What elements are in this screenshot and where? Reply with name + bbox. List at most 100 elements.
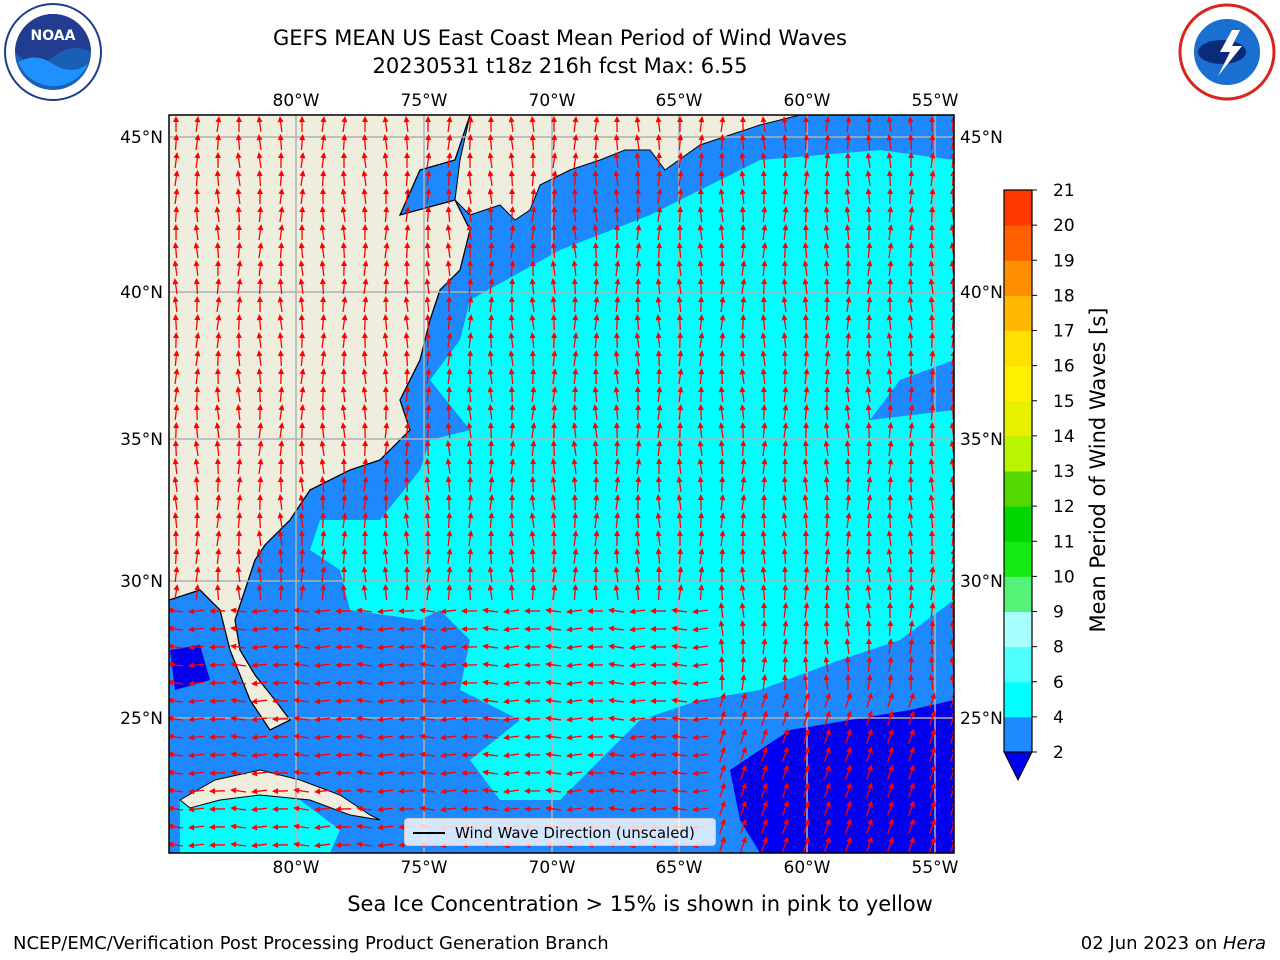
wave-direction-arrow (356, 697, 373, 704)
wave-direction-arrow (803, 548, 810, 565)
wave-direction-arrow (335, 716, 352, 723)
wave-direction-arrow (566, 770, 583, 777)
wave-direction-arrow (398, 626, 415, 633)
wave-direction-arrow (865, 404, 872, 421)
wave-direction-arrow (760, 332, 767, 349)
wave-direction-arrow (608, 715, 625, 722)
wave-direction-arrow (277, 476, 284, 493)
wave-direction-arrow (739, 116, 746, 133)
colorbar-segment (1004, 330, 1032, 367)
wave-direction-arrow (845, 332, 852, 349)
wave-direction-arrow (929, 764, 936, 780)
wave-direction-arrow (503, 662, 520, 669)
wave-direction-arrow (698, 350, 705, 367)
wave-direction-arrow (278, 584, 285, 601)
wave-direction-arrow (692, 770, 709, 777)
wave-direction-arrow (341, 314, 348, 331)
wave-direction-arrow (487, 386, 494, 403)
cuba-landmass (179, 769, 381, 821)
wave-direction-arrow (865, 206, 872, 223)
wave-direction-arrow (482, 715, 499, 722)
wave-direction-arrow (803, 584, 810, 601)
wave-direction-arrow (293, 823, 310, 830)
wave-direction-arrow (550, 314, 557, 331)
wave-direction-arrow (209, 824, 226, 831)
wave-direction-arrow (761, 836, 768, 852)
wave-direction-arrow (488, 440, 495, 457)
wave-direction-arrow (425, 188, 432, 205)
wave-direction-arrow (929, 620, 936, 637)
wave-direction-arrow (572, 134, 579, 151)
wave-direction-arrow (671, 679, 688, 686)
plot-subtitle: 20230531 t18z 216h fcst Max: 6.55 (372, 54, 748, 78)
wave-direction-arrow (340, 404, 347, 421)
wave-direction-arrow (293, 805, 310, 812)
wave-direction-arrow (907, 134, 914, 151)
wave-direction-arrow (257, 224, 264, 241)
wave-direction-arrow (629, 806, 646, 813)
wave-direction-arrow (718, 422, 725, 439)
wave-direction-arrow (740, 818, 747, 834)
wave-direction-arrow (277, 350, 284, 367)
wave-direction-arrow (845, 296, 852, 313)
wave-direction-arrow (802, 440, 809, 457)
wave-direction-arrow (655, 116, 662, 133)
wave-direction-arrow (419, 733, 436, 740)
wave-direction-arrow (466, 440, 473, 457)
wave-direction-arrow (740, 692, 747, 708)
wave-direction-arrow (845, 134, 852, 151)
wave-direction-arrow (377, 824, 394, 831)
wave-direction-arrow (761, 242, 768, 259)
wave-direction-arrow (362, 512, 369, 529)
wave-direction-arrow (718, 620, 725, 637)
colorbar-segment (1004, 576, 1032, 612)
wave-direction-arrow (629, 716, 646, 723)
wave-direction-arrow (193, 188, 200, 205)
wave-direction-arrow (929, 746, 936, 762)
wave-direction-arrow (635, 422, 642, 439)
wave-direction-arrow (634, 350, 641, 367)
wave-direction-arrow (782, 710, 789, 726)
wave-direction-arrow (169, 733, 184, 740)
wave-direction-arrow (656, 368, 663, 385)
wave-direction-arrow (929, 584, 936, 601)
wave-direction-arrow (823, 458, 830, 475)
wave-direction-arrow (461, 626, 478, 633)
wave-period-below-2-patch (170, 645, 210, 690)
wave-direction-arrow (802, 476, 809, 493)
lon-label-top: 80°W (273, 91, 320, 111)
noaa-logo: NOAA (4, 3, 102, 101)
wave-direction-arrow (587, 752, 604, 759)
wave-direction-arrow (487, 116, 494, 133)
wave-direction-arrow (650, 608, 667, 615)
wave-direction-arrow (929, 782, 936, 798)
wave-direction-arrow (425, 170, 432, 187)
wave-direction-arrow (803, 350, 810, 367)
wave-direction-arrow (908, 746, 915, 762)
wave-direction-arrow (361, 134, 368, 151)
wave-direction-arrow (277, 260, 284, 277)
wave-direction-arrow (235, 386, 242, 403)
wave-direction-arrow (908, 404, 915, 421)
wave-direction-arrow (908, 224, 915, 241)
wave-direction-arrow (844, 584, 851, 601)
wave-direction-arrow (718, 386, 725, 403)
wave-direction-arrow (692, 788, 709, 795)
wave-direction-arrow (482, 643, 499, 650)
wave-direction-arrow (845, 278, 852, 295)
wave-direction-arrow (509, 278, 516, 295)
wave-direction-arrow (425, 404, 432, 421)
wave-direction-arrow (257, 242, 264, 259)
wave-direction-arrow (908, 818, 915, 834)
wave-direction-arrow (551, 404, 558, 421)
wave-direction-arrow (761, 656, 768, 673)
wave-direction-arrow (251, 608, 268, 615)
wave-direction-arrow (361, 188, 368, 205)
wave-direction-arrow (608, 769, 625, 776)
wave-direction-arrow (403, 260, 410, 277)
wave-direction-arrow (613, 206, 620, 223)
wave-direction-arrow (613, 332, 620, 349)
wave-direction-arrow (824, 314, 831, 331)
wave-direction-arrow (403, 278, 410, 295)
